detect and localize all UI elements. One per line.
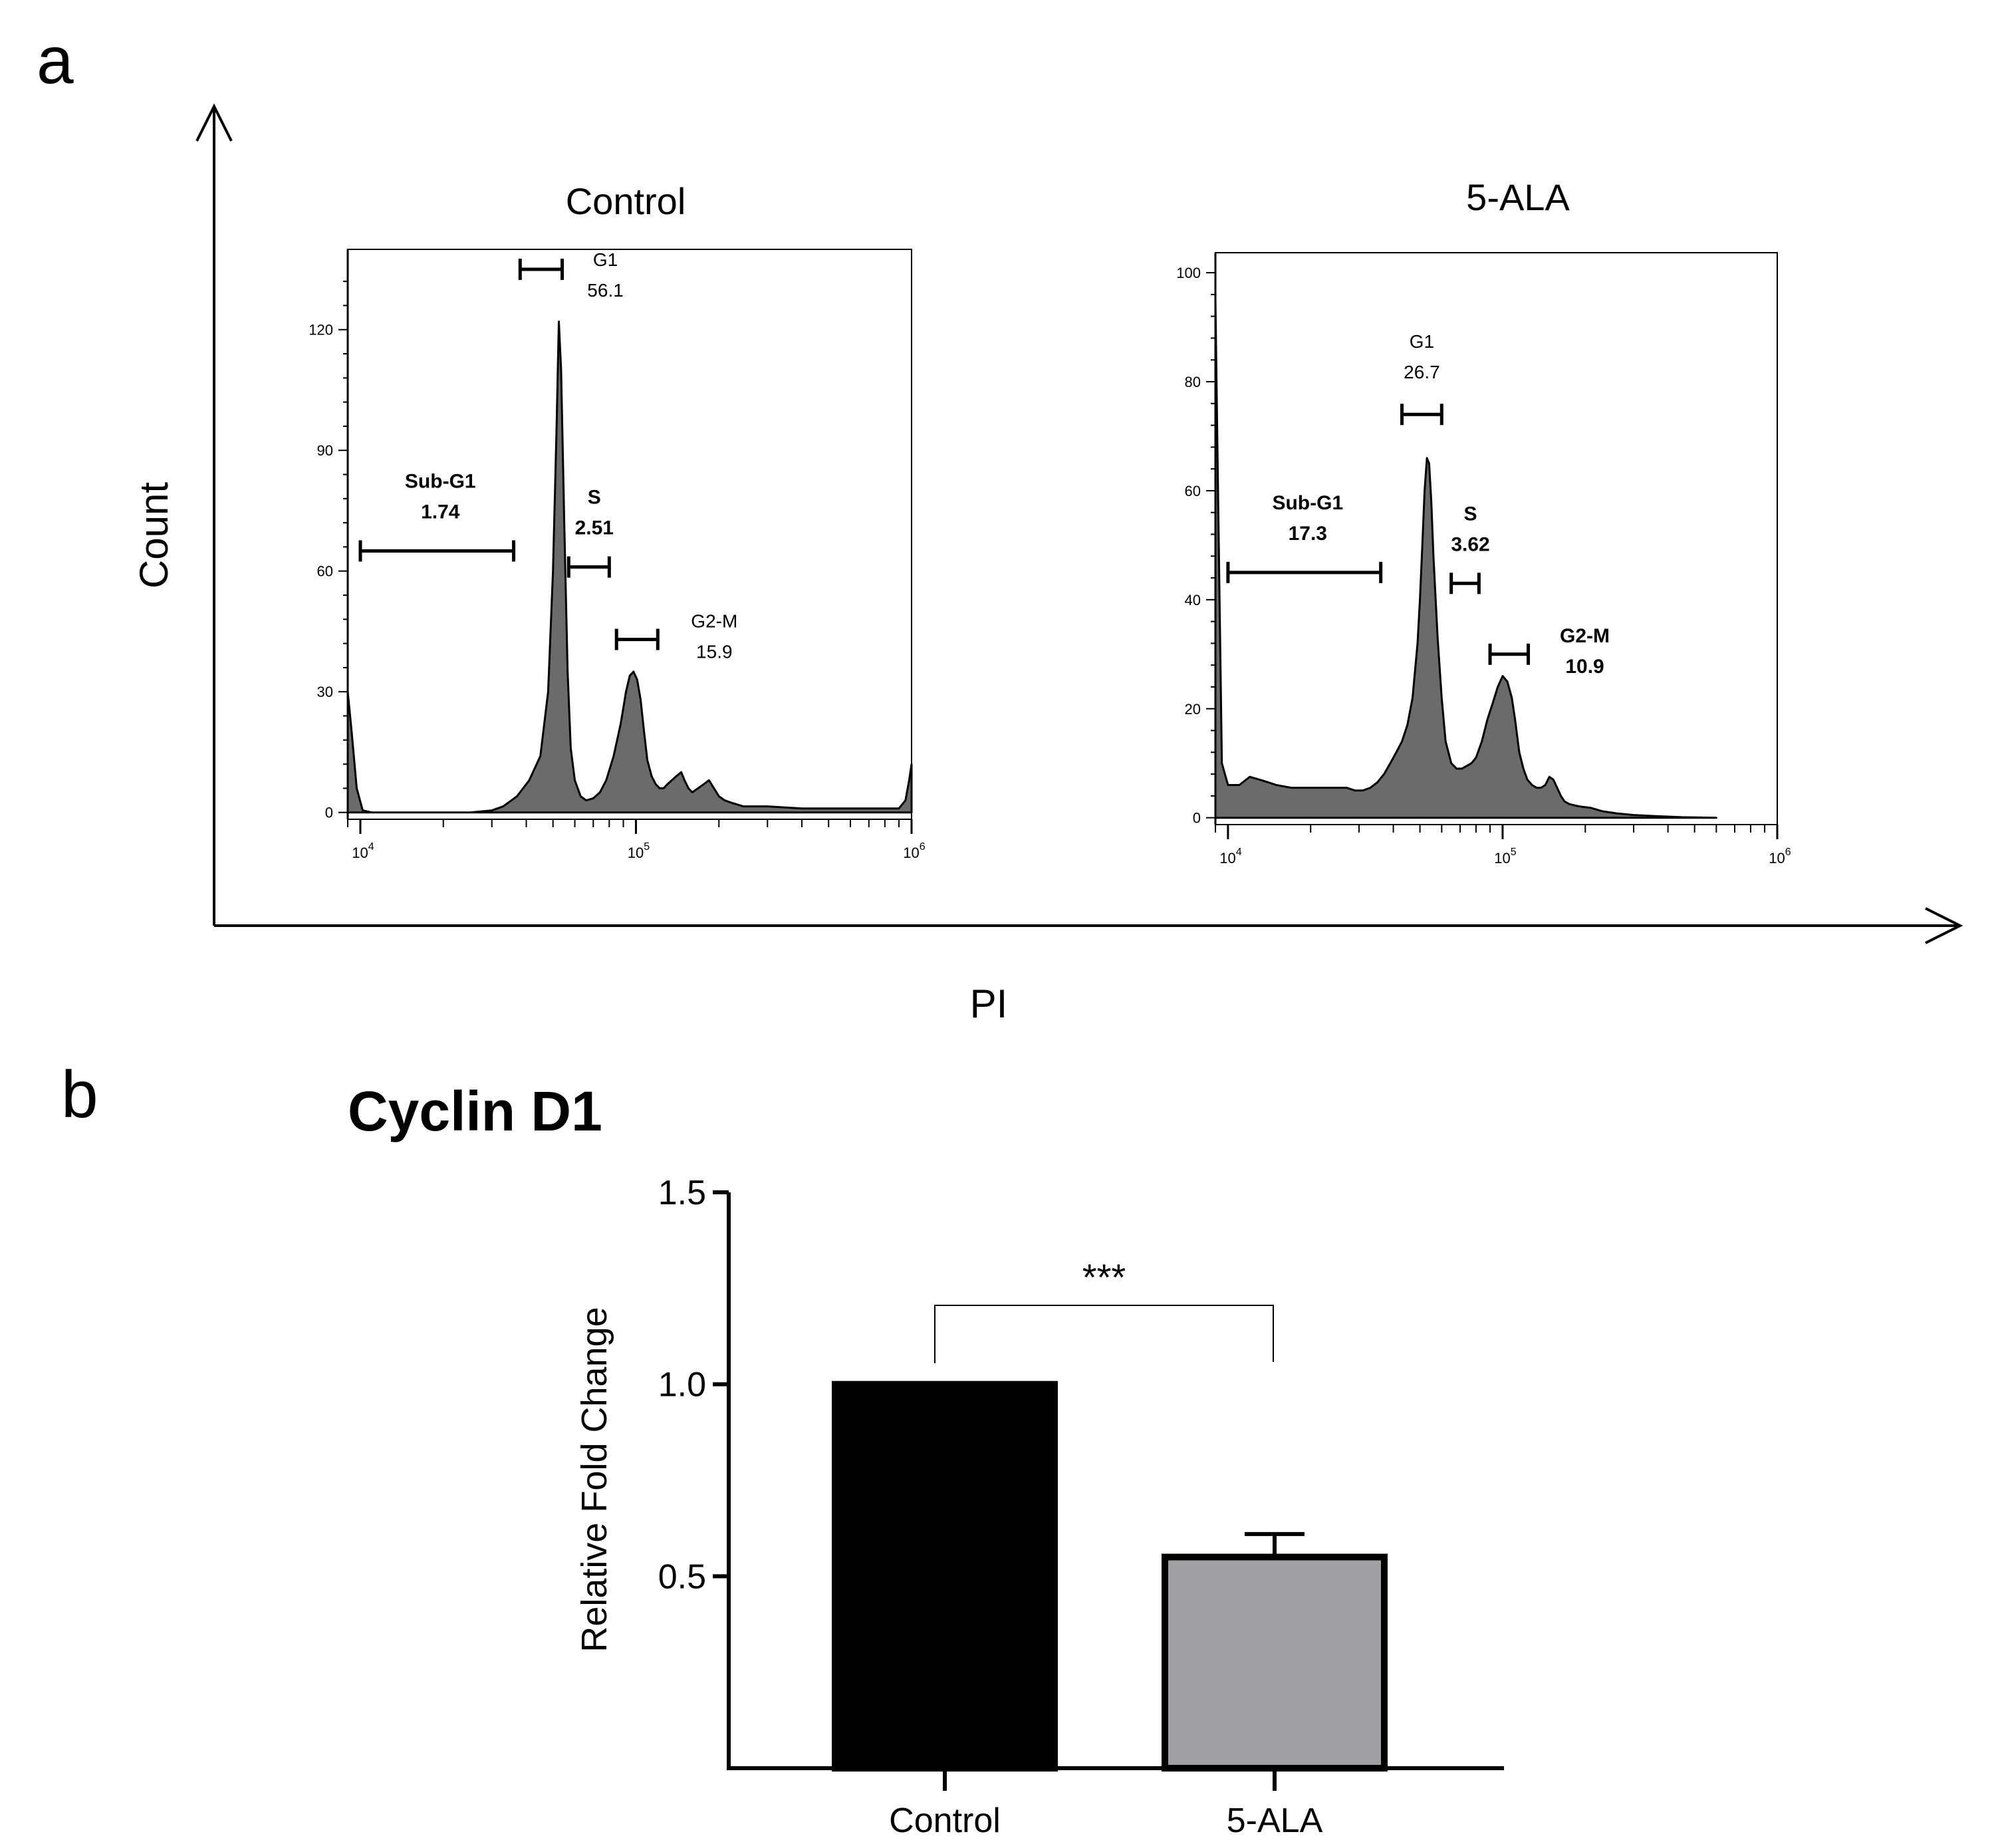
significance-label: ***: [1082, 1256, 1126, 1298]
histogram-title: 5-ALA: [1466, 176, 1570, 218]
y-tick-label: 100: [1176, 265, 1201, 281]
panel-a: a Count PI: [37, 23, 1963, 1026]
gate-g1: G1 26.7: [1400, 331, 1443, 426]
panel-a-x-title: PI: [970, 982, 1008, 1026]
y-tick-label: 60: [1185, 483, 1201, 499]
histogram-title: Control: [566, 180, 686, 222]
gate-name: G1: [1410, 331, 1434, 352]
panel-a-outer-y-arrow: [195, 103, 233, 142]
bar-chart-cyclin-d1: b Cyclin D1 Relative Fold Change 0.5 1.0 1…: [61, 1057, 1504, 1840]
y-tick-label: 90: [317, 442, 333, 459]
bar-5-ala: [1162, 1553, 1388, 1772]
gate-value: 15.9: [696, 642, 733, 662]
bar-y-tick-label: 1.0: [658, 1366, 706, 1404]
bar-y-tick-label: 0.5: [658, 1557, 706, 1596]
gate-value: 10.9: [1565, 656, 1604, 678]
panel-a-outer-x-arrow: [1925, 907, 1963, 944]
x-tick-label: 104: [1219, 847, 1241, 866]
x-tick-label: 104: [352, 841, 374, 861]
bar-x-tick-label: Control: [889, 1801, 1001, 1840]
gate-g2-m: G2-M 15.9: [614, 611, 737, 662]
bar-y-tick-label: 1.5: [658, 1174, 706, 1212]
gate-name: S: [588, 487, 601, 509]
gate-value: 3.62: [1451, 533, 1489, 555]
y-tick-label: 0: [1193, 810, 1201, 827]
gate-sub-g1: Sub-G1 17.3: [1226, 492, 1383, 583]
gate-name: Sub-G1: [405, 470, 476, 492]
y-tick-label: 120: [309, 322, 333, 338]
y-tick-label: 20: [1185, 701, 1201, 718]
significance-bracket: [934, 1305, 1274, 1363]
gate-value: 1.74: [421, 501, 460, 523]
gate-s: S 3.62: [1449, 503, 1490, 594]
gate-name: G2-M: [691, 611, 737, 632]
histogram-area: [346, 321, 913, 814]
gate-value: 26.7: [1404, 362, 1440, 382]
x-tick-label: 106: [1769, 847, 1791, 866]
histogram-control: Control 0 30 60 90 120 104 105 106 Sub-G1 1.74 G1 5…: [309, 180, 926, 861]
bar-control: [832, 1381, 1058, 1772]
gate-value: 17.3: [1289, 523, 1327, 545]
gate-g1: G1 56.1: [518, 249, 624, 301]
y-tick-label: 40: [1185, 592, 1201, 608]
panel-a-letter: a: [37, 23, 74, 98]
panel-a-y-title: Count: [132, 482, 176, 589]
x-tick-label: 105: [628, 841, 650, 861]
gate-value: 2.51: [575, 517, 614, 539]
gate-g2-m: G2-M 10.9: [1488, 625, 1610, 678]
bar-chart-title: Cyclin D1: [348, 1080, 602, 1142]
y-tick-label: 80: [1185, 374, 1201, 390]
y-tick-label: 0: [325, 805, 333, 821]
y-tick-label: 30: [317, 684, 333, 700]
bar-chart-y-label: Relative Fold Change: [574, 1307, 614, 1652]
gate-name: G2-M: [1560, 625, 1610, 647]
x-tick-label: 106: [903, 841, 925, 861]
x-tick-label: 105: [1494, 847, 1516, 866]
histogram-5-ala: 5-ALA 0 20 40 60 80 100 104 105 106 Sub-G1 17.3 G1 2…: [1176, 176, 1791, 866]
gate-name: Sub-G1: [1272, 492, 1343, 514]
gate-value: 56.1: [587, 280, 624, 301]
gate-name: S: [1464, 503, 1477, 525]
panel-b-letter: b: [61, 1057, 98, 1132]
y-tick-label: 60: [317, 563, 333, 580]
gate-sub-g1: Sub-G1 1.74: [358, 470, 516, 562]
gate-s: S 2.51: [566, 487, 614, 578]
gate-name: G1: [593, 249, 618, 270]
histogram-area: [1214, 299, 1717, 819]
bar-x-tick-label: 5-ALA: [1227, 1801, 1323, 1840]
